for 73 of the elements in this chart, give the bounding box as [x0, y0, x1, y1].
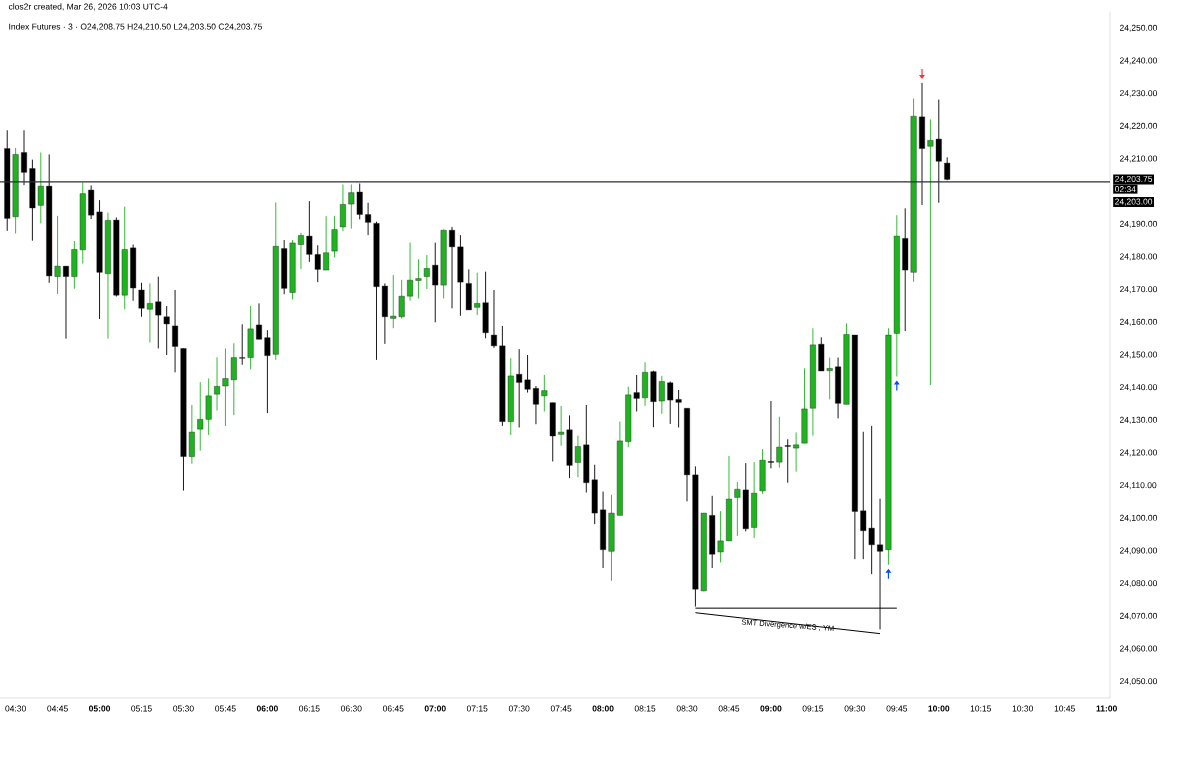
candlestick [21, 129, 27, 186]
y-tick-label: 24,110.00 [1119, 482, 1157, 490]
y-tick-label: 24,220.00 [1119, 122, 1157, 130]
x-tick-label: 05:45 [215, 705, 236, 712]
candlestick [339, 184, 346, 232]
x-tick-label: 06:00 [256, 705, 278, 712]
candlestick [793, 431, 800, 473]
x-tick-label: 10:15 [970, 705, 992, 712]
candlestick [63, 265, 69, 340]
y-tick-label: 24,240.00 [1119, 57, 1157, 65]
candlestick [155, 276, 162, 349]
y-tick-label: 24,060.00 [1119, 645, 1157, 653]
x-tick-label: 05:00 [89, 705, 111, 712]
candlestick [297, 232, 304, 270]
x-tick-label: 04:45 [47, 705, 68, 712]
candlestick [407, 242, 414, 302]
x-tick-label: 07:45 [550, 705, 572, 712]
y-tick-label: 24,080.00 [1119, 580, 1157, 588]
x-tick-label: 09:00 [760, 705, 782, 712]
y-tick-label: 24,130.00 [1119, 416, 1157, 424]
candlestick [541, 374, 548, 412]
y-tick-label: 24,170.00 [1119, 286, 1157, 294]
candlestick [214, 356, 221, 411]
y-tick-label: 24,050.00 [1119, 678, 1157, 686]
x-tick-label: 07:00 [424, 705, 446, 712]
x-tick-label: 04:30 [5, 705, 26, 712]
x-tick-label: 09:45 [886, 705, 908, 712]
x-tick-label: 05:15 [131, 705, 152, 712]
candlestick [172, 289, 179, 373]
x-tick-label: 07:15 [466, 705, 488, 712]
x-tick-label: 06:45 [382, 705, 404, 712]
x-tick-label: 08:30 [676, 705, 698, 712]
text: 02:34 [1115, 186, 1136, 193]
candlestick [365, 202, 372, 236]
x-tick-label: 08:15 [634, 705, 656, 712]
y-tick-label: 24,230.00 [1119, 90, 1157, 98]
candlestick [423, 254, 430, 290]
y-tick-label: 24,150.00 [1119, 351, 1157, 359]
candlestick [415, 258, 422, 299]
y-tick-label: 24,070.00 [1119, 612, 1157, 620]
y-tick-label: 24,160.00 [1119, 318, 1157, 326]
x-tick-label: 09:30 [844, 705, 866, 712]
chart-title: clos2r created, Mar 26, 2026 10:03 UTC-4 [8, 3, 168, 11]
candlestick [256, 302, 262, 340]
x-tick-label: 05:30 [173, 705, 194, 712]
x-tick-label: 11:00 [1096, 705, 1117, 712]
candlestick [491, 289, 497, 349]
x-tick-label: 08:00 [592, 705, 614, 712]
x-tick-label: 06:30 [341, 705, 362, 712]
y-tick-label: 24,210.00 [1119, 155, 1157, 163]
y-tick-label: 24,180.00 [1119, 253, 1157, 261]
y-tick-label: 24,140.00 [1119, 384, 1157, 392]
candlestick [449, 226, 455, 309]
text: Index Futures · 3 · O24,208.75 H24,210.50 L24,203.50 C24,203.75 [9, 23, 262, 31]
candlestick [323, 215, 330, 271]
candlestick [532, 385, 539, 425]
ref-line-label: 24,203.00 [1115, 198, 1153, 206]
x-tick-label: 06:15 [299, 705, 320, 712]
text: 24,203.75 [1115, 175, 1153, 183]
candlestick [767, 400, 774, 469]
candlestick [163, 305, 170, 356]
x-tick-label: 09:15 [802, 705, 824, 712]
candlestick [331, 215, 338, 258]
x-tick-label: 10:30 [1012, 705, 1034, 712]
y-tick-label: 24,090.00 [1119, 547, 1157, 555]
y-tick-label: 24,250.00 [1119, 24, 1157, 32]
x-tick-label: 10:45 [1054, 705, 1075, 712]
y-tick-label: 24,100.00 [1119, 514, 1157, 522]
x-tick-label: 10:00 [928, 705, 950, 712]
x-tick-label: 08:45 [718, 705, 740, 712]
y-tick-label: 24,190.00 [1119, 220, 1157, 228]
y-tick-label: 24,120.00 [1119, 449, 1157, 457]
x-tick-label: 07:30 [508, 705, 530, 712]
